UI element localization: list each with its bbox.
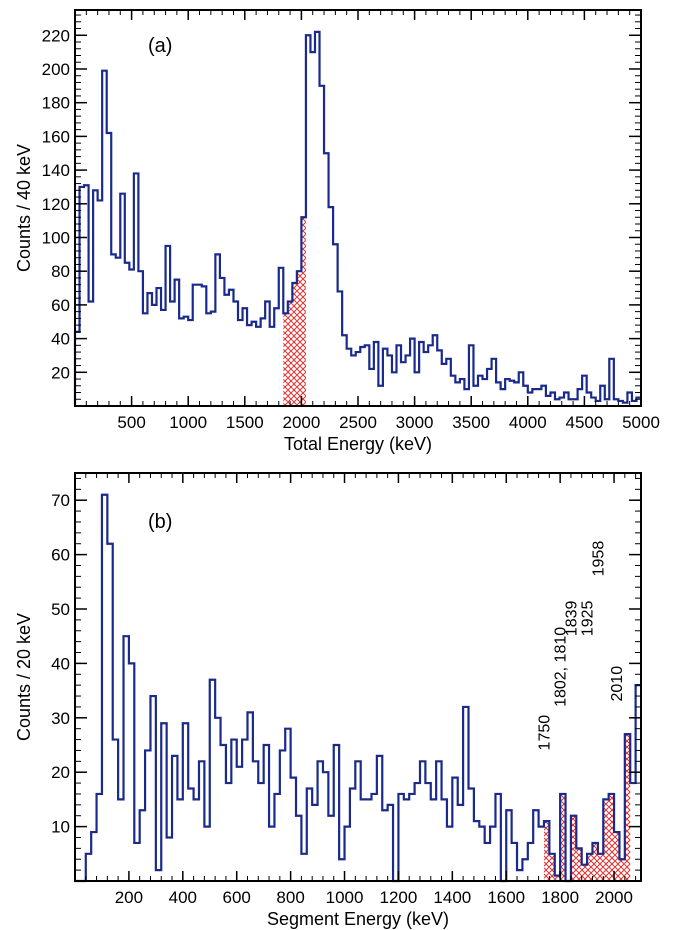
y-tick-label: 40	[51, 330, 70, 349]
x-tick-label: 2500	[339, 413, 377, 432]
hatched-bin	[592, 842, 598, 881]
panel-b: 200 400 600 800 1000 1200 1400 1600 1800 2000 10 20…	[14, 472, 642, 929]
y-tick-label: 180	[42, 94, 70, 113]
x-axis-label: Segment Energy (keV)	[267, 909, 449, 929]
peak-annotation: 1839	[563, 601, 580, 637]
hatched-bin	[576, 848, 582, 881]
x-tick-label: 1800	[541, 888, 579, 907]
x-tick-label: 3000	[396, 413, 434, 432]
hatched-bin	[543, 821, 550, 881]
hatched-bin	[283, 313, 288, 406]
y-tick-label: 50	[51, 600, 70, 619]
y-tick-label: 100	[42, 228, 70, 247]
y-tick-label: 70	[51, 491, 70, 510]
peak-annotation: 1750	[536, 715, 553, 751]
plot-frame	[74, 472, 642, 882]
x-tick-label: 4500	[565, 413, 603, 432]
y-tick-label: 10	[51, 818, 70, 837]
y-tick-label: 200	[42, 60, 70, 79]
y-tick-label: 30	[51, 709, 70, 728]
hatched-bin	[619, 859, 625, 881]
x-tick-label: 2000	[595, 888, 633, 907]
x-tick-label: 600	[223, 888, 251, 907]
x-tick-label: 2000	[282, 413, 320, 432]
y-tick-label: 140	[42, 161, 70, 180]
y-tick-label: 220	[42, 26, 70, 45]
peak-annotation: 1925	[579, 601, 596, 637]
x-tick-label: 1400	[433, 888, 471, 907]
y-tick-label: 20	[51, 763, 70, 782]
hatched-bin	[608, 793, 615, 881]
x-tick-label: 400	[169, 888, 197, 907]
y-tick-label: 120	[42, 195, 70, 214]
y-axis-label: Counts / 20 keV	[14, 613, 34, 741]
x-tick-label: 1000	[326, 888, 364, 907]
hatched-region	[543, 734, 631, 881]
panel-label: (a)	[148, 35, 172, 57]
hatched-bin	[554, 875, 561, 881]
x-tick-label: 1200	[380, 888, 418, 907]
hatched-bin	[587, 853, 593, 881]
hatched-bin	[287, 301, 293, 406]
hatched-bin	[549, 853, 555, 881]
hatched-bin	[603, 799, 609, 881]
y-tick-label: 20	[51, 363, 70, 382]
plot-frame	[74, 9, 642, 407]
axis-ticks: 500 1000 1500 2000 2500 3000 3500 4000 4500 5000 2…	[42, 10, 660, 432]
hatched-bin	[581, 864, 588, 881]
panel-label: (b)	[148, 511, 172, 533]
hatched-bin	[624, 734, 631, 881]
x-axis-label: Total Energy (keV)	[284, 434, 432, 454]
y-tick-label: 60	[51, 296, 70, 315]
x-tick-label: 200	[115, 888, 143, 907]
x-tick-label: 1600	[487, 888, 525, 907]
y-tick-label: 80	[51, 262, 70, 281]
x-tick-label: 1000	[169, 413, 207, 432]
y-tick-label: 40	[51, 654, 70, 673]
axis-ticks: 200 400 600 800 1000 1200 1400 1600 1800 2000 10 20…	[51, 473, 641, 907]
peak-annotation: 2010	[609, 666, 626, 702]
y-tick-label: 160	[42, 127, 70, 146]
hatched-bin	[296, 271, 302, 406]
x-tick-label: 800	[276, 888, 304, 907]
x-tick-label: 3500	[452, 413, 490, 432]
hatched-bin	[560, 793, 566, 881]
x-tick-label: 5000	[622, 413, 660, 432]
hatched-region	[283, 217, 306, 406]
hatched-bin	[597, 853, 604, 881]
panel-a: 500 1000 1500 2000 2500 3000 3500 4000 4500 5000 2…	[14, 9, 660, 454]
x-tick-label: 1500	[226, 413, 264, 432]
x-tick-label: 500	[117, 413, 145, 432]
y-axis-label: Counts / 40 keV	[14, 144, 34, 272]
histogram-line	[75, 493, 641, 883]
peak-annotation: 1958	[590, 541, 607, 577]
hatched-bin	[614, 832, 620, 881]
hatched-bin	[292, 282, 297, 406]
histogram-line	[73, 30, 641, 406]
peak-annotation: 1802, 1810	[553, 627, 570, 707]
x-tick-label: 4000	[509, 413, 547, 432]
hatched-bin	[301, 217, 306, 406]
y-tick-label: 60	[51, 546, 70, 565]
hatched-bin	[570, 815, 577, 881]
